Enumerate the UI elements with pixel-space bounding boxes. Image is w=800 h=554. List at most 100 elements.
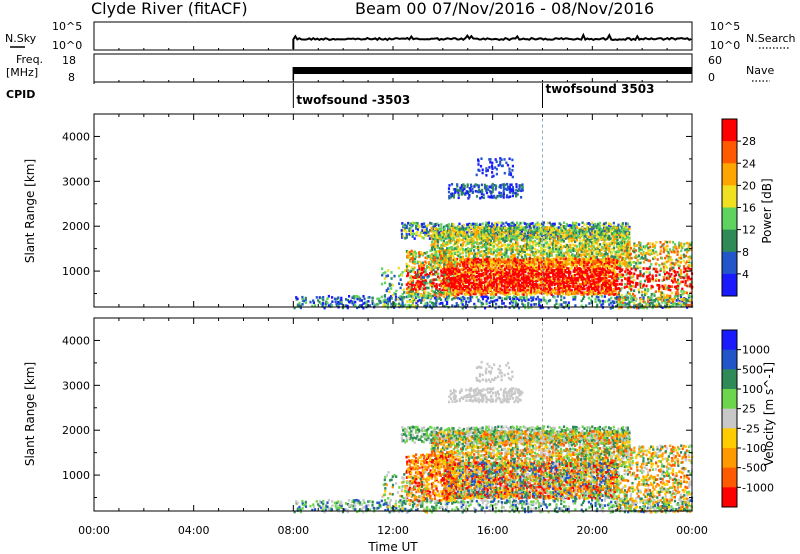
echo-cell bbox=[525, 298, 528, 301]
echo-cell bbox=[586, 293, 589, 296]
echo-cell bbox=[564, 275, 567, 278]
echo-cell bbox=[440, 280, 443, 283]
echo-cell bbox=[496, 269, 499, 272]
echo-cell bbox=[502, 243, 505, 247]
echo-cell bbox=[483, 263, 486, 266]
echo-cell bbox=[622, 227, 625, 230]
echo-cell bbox=[443, 273, 446, 277]
echo-cell bbox=[457, 241, 460, 245]
echo-cell bbox=[597, 245, 600, 249]
echo-cell bbox=[418, 287, 421, 290]
echo-cell bbox=[513, 232, 516, 236]
echo-cell bbox=[622, 231, 625, 234]
echo-cell bbox=[419, 231, 422, 234]
echo-cell bbox=[592, 228, 595, 231]
echo-cell bbox=[556, 265, 559, 268]
echo-cell bbox=[411, 260, 414, 263]
echo-cell bbox=[524, 228, 527, 232]
echo-cell bbox=[581, 261, 584, 264]
echo-cell bbox=[541, 265, 544, 269]
echo-cell bbox=[588, 292, 591, 295]
echo-cell bbox=[616, 287, 619, 290]
echo-cell bbox=[494, 158, 497, 161]
echo-cell bbox=[454, 305, 457, 308]
echo-cell bbox=[502, 193, 505, 196]
echo-cell bbox=[532, 282, 535, 286]
echo-cell bbox=[555, 271, 558, 275]
echo-cell bbox=[430, 306, 434, 310]
echo-cell bbox=[611, 306, 614, 310]
echo-cell bbox=[549, 283, 552, 286]
echo-cell bbox=[580, 245, 583, 249]
echo-cell bbox=[587, 285, 591, 288]
echo-cell bbox=[536, 295, 539, 299]
echo-cell bbox=[465, 274, 468, 277]
echo-cell bbox=[478, 293, 481, 296]
echo-cell bbox=[438, 302, 441, 306]
echo-cell bbox=[466, 279, 469, 282]
echo-cell bbox=[499, 195, 502, 198]
echo-cell bbox=[480, 285, 484, 288]
echo-cell bbox=[410, 252, 413, 256]
echo-cell bbox=[561, 280, 564, 283]
echo-cell bbox=[516, 252, 519, 255]
echo-cell bbox=[443, 270, 446, 273]
echo-cell bbox=[575, 268, 578, 272]
echo-cell bbox=[586, 286, 589, 290]
echo-cell bbox=[542, 223, 545, 227]
echo-cell bbox=[484, 268, 487, 271]
echo-cell bbox=[609, 307, 612, 310]
echo-cell bbox=[510, 261, 513, 264]
echo-cell bbox=[429, 292, 432, 296]
echo-cell bbox=[648, 302, 651, 305]
echo-cell bbox=[379, 300, 382, 303]
echo-cell bbox=[595, 281, 599, 284]
echo-cell bbox=[545, 262, 548, 265]
echo-cell bbox=[497, 221, 500, 224]
echo-cell bbox=[527, 301, 530, 305]
echo-cell bbox=[440, 245, 443, 249]
echo-cell bbox=[505, 259, 508, 262]
echo-cell bbox=[595, 226, 598, 230]
echo-cell bbox=[513, 295, 516, 298]
echo-cell bbox=[471, 252, 474, 255]
echo-cell bbox=[483, 288, 487, 292]
echo-cell bbox=[530, 271, 533, 274]
echo-cell bbox=[469, 264, 473, 268]
echo-cell bbox=[457, 245, 460, 248]
echo-cell bbox=[552, 227, 555, 230]
echo-cell bbox=[542, 291, 545, 295]
echo-cell bbox=[497, 257, 500, 261]
echo-cell bbox=[558, 261, 561, 264]
echo-cell bbox=[592, 226, 595, 229]
echo-cell bbox=[461, 255, 464, 259]
echo-cell bbox=[531, 264, 535, 268]
echo-cell bbox=[466, 231, 469, 234]
echo-cell bbox=[611, 255, 614, 258]
echo-cell bbox=[563, 289, 566, 293]
echo-cell bbox=[491, 233, 494, 237]
echo-cell bbox=[424, 251, 427, 255]
echo-cell bbox=[552, 274, 555, 278]
echo-cell bbox=[570, 279, 573, 283]
echo-cell bbox=[362, 306, 365, 310]
echo-cell bbox=[446, 260, 449, 263]
echo-cell bbox=[567, 245, 570, 249]
echo-cell bbox=[432, 259, 435, 262]
echo-cell bbox=[468, 261, 471, 264]
echo-cell bbox=[569, 292, 572, 296]
echo-cell bbox=[558, 230, 561, 233]
echo-cell bbox=[510, 238, 513, 241]
echo-cell bbox=[475, 260, 478, 264]
echo-cell bbox=[427, 223, 430, 227]
echo-cell bbox=[456, 289, 459, 292]
echo-cell bbox=[311, 304, 314, 308]
echo-cell bbox=[483, 281, 486, 284]
echo-cell bbox=[598, 280, 601, 283]
echo-cell bbox=[602, 246, 605, 250]
echo-cell bbox=[446, 258, 449, 261]
echo-cell bbox=[571, 261, 574, 264]
echo-cell bbox=[546, 269, 549, 273]
echo-cell bbox=[475, 270, 478, 274]
echo-cell bbox=[594, 285, 597, 289]
